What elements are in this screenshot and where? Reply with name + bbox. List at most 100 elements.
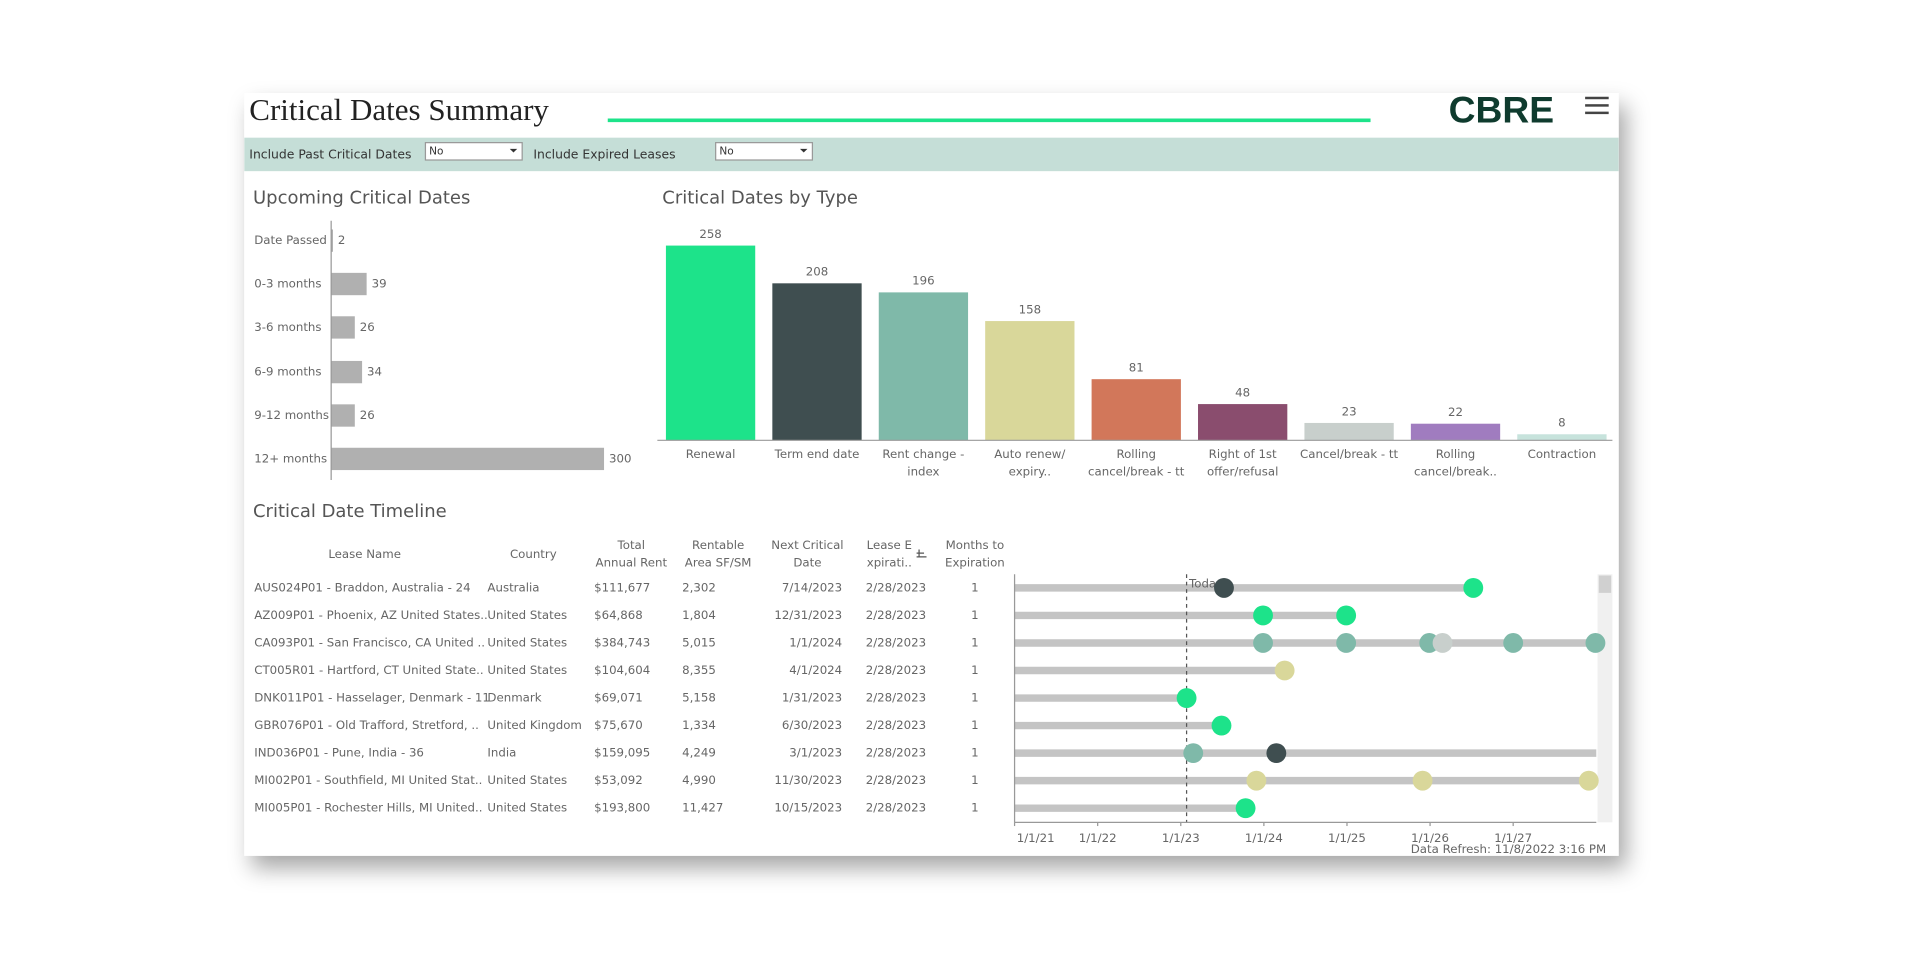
table-cell: 11,427	[682, 801, 723, 815]
table-cell: 5,158	[682, 691, 716, 705]
table-cell: 4,990	[682, 773, 716, 787]
table-cell: 1	[971, 608, 979, 622]
x-tick-label: Cancel/break - tt	[1300, 446, 1398, 460]
date-marker	[1503, 633, 1524, 653]
data-label: 81	[1129, 361, 1144, 375]
date-marker	[1211, 715, 1232, 736]
table-cell: 2/28/2023	[866, 691, 926, 705]
table-cell: 2/28/2023	[866, 746, 926, 760]
page-title: Critical Dates Summary	[249, 92, 549, 127]
table-cell: MI005P01 - Rochester Hills, MI United..	[254, 801, 482, 815]
x-tick-label: 1/1/21	[1017, 831, 1055, 845]
bar	[772, 283, 862, 441]
table-cell: United Kingdom	[487, 718, 581, 732]
table-cell: $384,743	[594, 635, 650, 649]
date-marker	[1183, 743, 1204, 764]
x-tick-label: 1/1/23	[1162, 831, 1200, 845]
table-cell: 3/1/2023	[789, 746, 842, 760]
table-cell: 2/28/2023	[866, 608, 926, 622]
x-tick-label: Term end date	[774, 446, 860, 460]
table-cell: India	[487, 746, 516, 760]
table-cell: 2/28/2023	[866, 718, 926, 732]
x-tick-label: 1/1/24	[1245, 831, 1283, 845]
table-cell: 4,249	[682, 746, 716, 760]
table-cell: 1,334	[682, 718, 716, 732]
column-header: xpirati..	[867, 556, 912, 570]
table-cell: 11/30/2023	[774, 773, 842, 787]
column-header: Total	[617, 538, 645, 552]
table-cell: Denmark	[487, 691, 541, 705]
column-header: Rentable	[692, 538, 744, 552]
sort-icon	[916, 549, 927, 558]
table-cell: $64,868	[594, 608, 643, 622]
table-cell: 1	[971, 718, 979, 732]
dropdown-value[interactable]: No	[719, 145, 733, 157]
data-label: 34	[367, 365, 382, 379]
table-cell: 2/28/2023	[866, 580, 926, 594]
x-tick-label: Auto renew/expiry..	[994, 446, 1065, 477]
table-cell: $159,095	[594, 746, 650, 760]
bar	[331, 447, 605, 471]
column-header: Annual Rent	[596, 556, 668, 570]
date-marker	[1336, 605, 1357, 626]
table-cell: IND036P01 - Pune, India - 36	[254, 746, 424, 760]
data-label: 8	[1558, 416, 1566, 430]
chart-title: Critical Dates by Type	[662, 187, 858, 208]
table-cell: CA093P01 - San Francisco, CA United ..	[254, 635, 485, 649]
bar	[878, 292, 969, 441]
date-marker	[1585, 633, 1606, 653]
date-marker	[1235, 798, 1256, 819]
x-tick-label: 1/1/27	[1494, 831, 1532, 845]
data-label: 26	[360, 320, 375, 334]
logo: CBRE	[1449, 89, 1554, 131]
column-header: Area SF/SM	[685, 556, 752, 570]
bar	[331, 404, 355, 427]
table-cell: $53,092	[594, 773, 643, 787]
data-label: 2	[338, 233, 346, 247]
table-cell: 1/31/2023	[782, 691, 842, 705]
dropdown-arrow	[509, 148, 518, 153]
column-header: Lease E	[867, 538, 912, 552]
data-label: 23	[1342, 404, 1357, 418]
data-label: 208	[806, 265, 828, 279]
table-cell: Australia	[487, 580, 539, 594]
dropdown[interactable]	[424, 142, 523, 161]
table-cell: $104,604	[594, 663, 650, 677]
bar	[1410, 423, 1501, 441]
y-tick-label: 12+ months	[254, 451, 327, 465]
x-tick-label: Rolling cancel/break..	[1414, 446, 1497, 477]
panel	[244, 93, 1619, 856]
y-tick-label: 0-3 months	[254, 277, 321, 291]
table-cell: 1	[971, 691, 979, 705]
table-cell: AZ009P01 - Phoenix, AZ United States..	[254, 608, 488, 622]
chart-title: Upcoming Critical Dates	[253, 187, 470, 208]
data-label: 39	[372, 277, 387, 291]
column-header: Next Critical	[771, 538, 843, 552]
filter-label: Include Past Critical Dates	[249, 147, 411, 162]
date-marker	[1274, 660, 1295, 681]
x-tick-label: Contraction	[1528, 446, 1597, 460]
table-cell: 12/31/2023	[774, 608, 842, 622]
table-cell: 1	[971, 635, 979, 649]
date-marker	[1214, 577, 1234, 598]
table-cell: GBR076P01 - Old Trafford, Stretford, ..	[254, 718, 479, 732]
y-tick-label: 9-12 months	[254, 408, 329, 422]
chart-title: Critical Date Timeline	[253, 501, 447, 522]
table-cell: 10/15/2023	[774, 801, 842, 815]
date-marker	[1176, 688, 1197, 708]
table-cell: 4/1/2024	[789, 663, 842, 677]
bar	[1091, 379, 1181, 441]
bar	[1517, 434, 1607, 441]
x-tick-label: 1/1/26	[1411, 831, 1449, 845]
date-marker	[1253, 633, 1273, 653]
dropdown[interactable]	[715, 142, 814, 161]
table-cell: 2/28/2023	[866, 663, 926, 677]
column-header: Date	[793, 556, 821, 570]
dropdown-arrow	[800, 148, 808, 153]
menu-icon[interactable]	[1585, 96, 1609, 115]
data-label: 22	[1448, 405, 1463, 419]
bar	[331, 229, 333, 252]
dropdown-value[interactable]: No	[429, 145, 443, 157]
date-marker	[1246, 770, 1267, 791]
